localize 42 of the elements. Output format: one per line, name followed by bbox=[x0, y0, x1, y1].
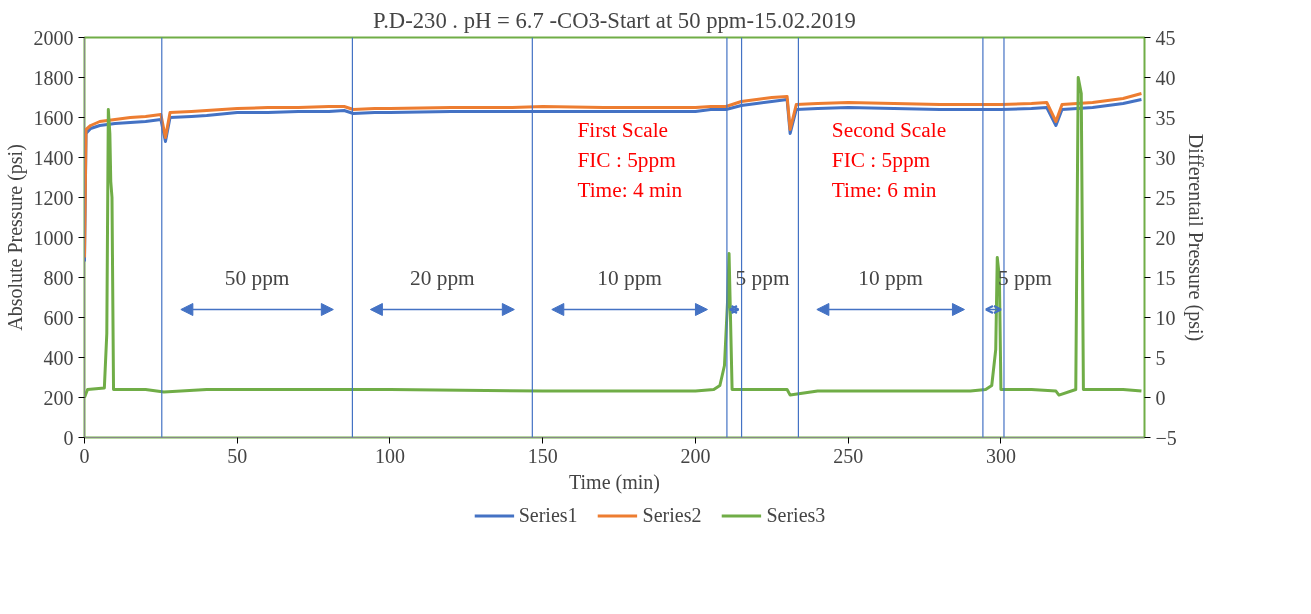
x-tick-label: 300 bbox=[985, 444, 1016, 467]
y-tick-label: 0 bbox=[63, 426, 74, 449]
y2-tick-label: 30 bbox=[1155, 146, 1176, 169]
y2-tick-label: 25 bbox=[1155, 186, 1176, 209]
y2-tick-label: 20 bbox=[1155, 226, 1176, 249]
y-axis-title: Absolute Pressure (psi) bbox=[3, 144, 27, 331]
y2-tick-label: 10 bbox=[1155, 306, 1176, 329]
annotation: 10 ppm bbox=[858, 265, 924, 290]
y-tick-label: 400 bbox=[43, 346, 74, 369]
annotation: 10 ppm bbox=[597, 265, 663, 290]
y-tick-label: 600 bbox=[43, 306, 74, 329]
y-tick-label: 1600 bbox=[33, 106, 74, 129]
y2-tick-label: 35 bbox=[1155, 106, 1176, 129]
x-tick-label: 100 bbox=[374, 444, 405, 467]
y2-tick-label: 40 bbox=[1155, 66, 1176, 89]
y2-tick-label: 15 bbox=[1155, 266, 1176, 289]
y-tick-label: 1000 bbox=[33, 226, 74, 249]
annotation: 20 ppm bbox=[410, 265, 476, 290]
legend-label: Series1 bbox=[518, 503, 578, 527]
y2-tick-label: 45 bbox=[1155, 26, 1176, 49]
y-tick-label: 2000 bbox=[33, 26, 74, 49]
y-tick-label: 800 bbox=[43, 266, 74, 289]
legend-label: Series3 bbox=[766, 503, 826, 527]
y2-axis-title: Differentail Pressure (psi) bbox=[1183, 133, 1207, 342]
annotation: Second Scale FIC : 5ppm Time: 6 min bbox=[831, 117, 947, 202]
x-tick-label: 150 bbox=[527, 444, 558, 467]
x-tick-label: 50 bbox=[227, 444, 248, 467]
legend-label: Series2 bbox=[642, 503, 702, 527]
y2-tick-label: −5 bbox=[1155, 426, 1177, 449]
y2-tick-label: 0 bbox=[1155, 386, 1166, 409]
chart-title: P.D-230 . pH = 6.7 -CO3-Start at 50 ppm-15.02.2019 bbox=[373, 7, 856, 33]
annotation: 50 ppm bbox=[224, 265, 290, 290]
y-tick-label: 1800 bbox=[33, 66, 74, 89]
x-tick-label: 200 bbox=[680, 444, 711, 467]
y2-tick-label: 5 bbox=[1155, 346, 1166, 369]
annotation: First Scale FIC : 5ppm Time: 4 min bbox=[577, 117, 683, 202]
y-tick-label: 200 bbox=[43, 386, 74, 409]
x-axis-title: Time (min) bbox=[569, 470, 660, 494]
x-tick-label: 0 bbox=[79, 444, 90, 467]
y-tick-label: 1400 bbox=[33, 146, 74, 169]
y-tick-label: 1200 bbox=[33, 186, 74, 209]
x-tick-label: 250 bbox=[833, 444, 864, 467]
